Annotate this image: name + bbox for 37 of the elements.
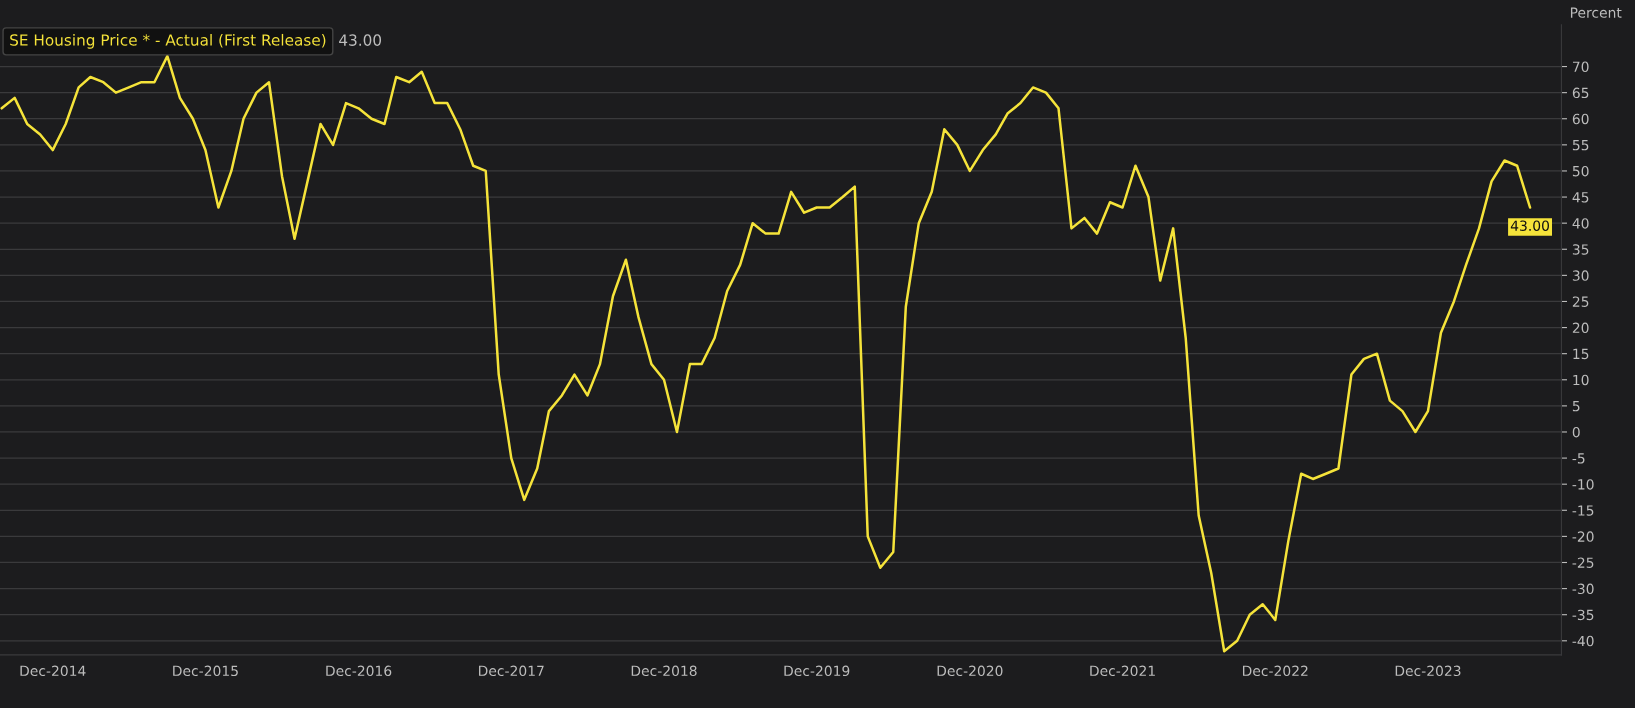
y-tick-label: 25 — [1572, 296, 1589, 307]
y-tick-label: -35 — [1572, 609, 1594, 621]
y-tick-label: 5 — [1572, 401, 1580, 412]
x-tick-label: Dec-2018 — [631, 665, 697, 677]
y-tick-label: 40 — [1572, 218, 1589, 229]
y-tick-label: 55 — [1572, 140, 1589, 151]
y-tick-label: 50 — [1572, 165, 1589, 177]
y-tick-label: -30 — [1572, 583, 1594, 595]
x-tick-label: Dec-2022 — [1242, 665, 1308, 677]
y-tick-label: 45 — [1572, 192, 1589, 203]
x-tick-label: Dec-2017 — [479, 665, 544, 677]
y-axis-title: Percent — [1570, 7, 1622, 18]
y-tick-label: 35 — [1572, 244, 1589, 255]
y-tick-label: -20 — [1572, 531, 1594, 542]
series-label: SE Housing Price * - Actual (First Release) — [10, 33, 326, 49]
y-tick-label: -10 — [1572, 479, 1594, 490]
x-tick-label: Dec-2021 — [1090, 665, 1155, 677]
x-tick-label: Dec-2020 — [937, 665, 1003, 677]
x-tick-label: Dec-2023 — [1395, 665, 1461, 677]
annotation: 43.00 — [1510, 220, 1549, 231]
x-tick-label: Dec-2019 — [784, 665, 850, 677]
y-tick-label: -5 — [1572, 453, 1585, 464]
y-tick-label: 30 — [1572, 270, 1589, 281]
y-tick-label: -15 — [1572, 505, 1594, 516]
x-tick-label: Dec-2016 — [326, 665, 392, 677]
x-tick-label: Dec-2015 — [173, 665, 238, 677]
y-tick-label: 70 — [1572, 61, 1589, 73]
y-tick-label: 10 — [1573, 374, 1589, 386]
y-tick-label: 0 — [1572, 426, 1580, 438]
y-tick-label: -40 — [1572, 635, 1594, 647]
y-tick-label: 20 — [1572, 322, 1589, 334]
annotation: 43.00 — [339, 34, 382, 46]
x-tick-label: Dec-2014 — [20, 665, 86, 677]
y-tick-label: 60 — [1572, 113, 1589, 125]
y-tick-label: 15 — [1573, 348, 1589, 360]
y-tick-label: 65 — [1572, 87, 1589, 99]
y-tick-label: -25 — [1572, 557, 1594, 568]
